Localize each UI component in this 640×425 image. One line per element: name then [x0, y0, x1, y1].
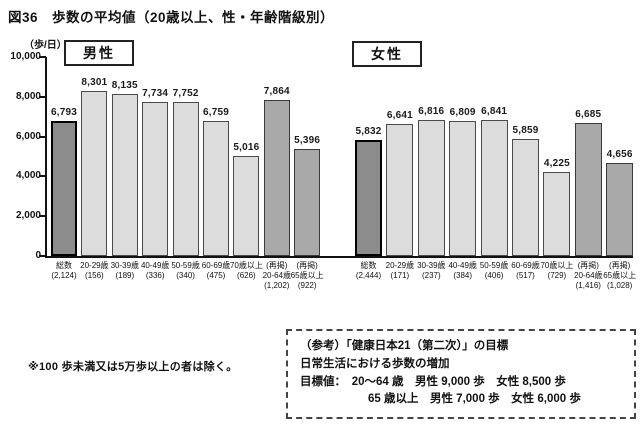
bar-female-4: [480, 120, 508, 256]
bar-category-label: 30-39歳 (189): [110, 261, 140, 280]
y-axis-tick: [39, 95, 46, 98]
bar-value-label: 7,864: [263, 86, 290, 97]
bar-female-2: [417, 120, 445, 256]
bar-value-label: 7,752: [172, 88, 199, 99]
exclusion-note: ※100 歩未満又は5万歩以上の者は除く。: [28, 361, 238, 373]
reference-line-4: 65 歳以上 男性 7,000 歩 女性 6,000 歩: [368, 393, 581, 406]
y-axis-tick-label: 10,000: [10, 51, 41, 62]
bar-value-label: 6,841: [481, 106, 508, 117]
bar-value-label: 4,225: [543, 158, 570, 169]
y-axis-tick: [39, 135, 46, 138]
bar-category-label: 総数 (2,444): [355, 261, 382, 280]
y-axis-tick: [39, 175, 46, 178]
bar-male-0: [51, 121, 77, 256]
bar-male-6: [233, 156, 260, 256]
y-axis-tick: [39, 255, 46, 257]
bar-female-1: [386, 124, 414, 256]
bar-value-label: 5,016: [233, 142, 260, 153]
reference-line-1: （参考）「健康日本21（第二次）」の目標: [300, 340, 509, 352]
bar-category-label: (再掲) 65歳以上 (922): [290, 261, 324, 290]
bar-category-label: 20-29歳 (156): [80, 261, 109, 280]
bar-value-label: 5,859: [512, 125, 539, 136]
male-group-label: 男性: [64, 40, 134, 66]
y-axis-tick-label: 4,000: [15, 170, 41, 182]
bar-male-5: [203, 121, 229, 256]
y-axis-tick-label: 0: [35, 250, 41, 261]
reference-target-box: （参考）「健康日本21（第二次）」の目標 日常生活における歩数の増加 目標値： …: [286, 329, 636, 419]
bar-category-label: (再掲) 65歳以上 (1,028): [603, 261, 637, 290]
bar-category-label: (再掲) 20-64歳 (1,416): [574, 261, 603, 290]
bar-category-label: 30-39歳 (237): [417, 261, 446, 280]
bar-category-label: 70歳以上 (626): [229, 261, 263, 280]
bar-value-label: 7,734: [142, 88, 169, 99]
bar-category-label: 50-59歳 (340): [171, 261, 200, 280]
bar-category-label: 40-49歳 (336): [140, 261, 170, 280]
bar-category-label: 70歳以上 (729): [540, 261, 574, 280]
y-axis-tick: [39, 56, 46, 58]
bar-value-label: 5,832: [355, 126, 382, 137]
bar-male-7: [263, 100, 290, 256]
bar-value-label: 6,793: [50, 107, 78, 118]
bar-female-7: [574, 123, 602, 256]
bar-value-label: 6,685: [575, 109, 602, 120]
bar-value-label: 6,816: [418, 106, 445, 117]
bar-male-1: [81, 91, 108, 256]
bar-female-6: [543, 172, 571, 256]
y-axis-unit-label: （歩/日）: [24, 40, 67, 51]
female-group-label: 女性: [352, 41, 422, 67]
bar-value-label: 6,809: [449, 107, 476, 118]
bar-category-label: 60-69歳 (475): [201, 261, 231, 280]
bar-value-label: 8,135: [111, 80, 138, 91]
bar-value-label: 6,641: [386, 110, 413, 121]
y-axis-tick-label: 8,000: [15, 90, 41, 102]
bar-value-label: 5,396: [294, 135, 321, 146]
reference-line-3: 目標値： 20～64 歳 男性 9,000 歩 女性 8,500 歩: [300, 375, 566, 388]
plot-area: 10,000 8,000 6,000 4,000 2,000 0 6,793 総数 (2,124…: [10, 51, 636, 290]
y-axis-tick-label: 6,000: [15, 130, 41, 142]
bar-female-0: [355, 140, 382, 256]
bar-female-8: [606, 163, 634, 256]
bar-category-label: 50-59歳 (406): [479, 261, 509, 280]
bar-category-label: 40-49歳 (384): [448, 261, 477, 280]
bar-female-5: [512, 139, 539, 256]
figure-title: 図36 歩数の平均値（20歳以上、性・年齢階級別）: [8, 10, 335, 25]
bar-male-3: [142, 102, 169, 256]
bar-category-label: 60-69歳 (517): [511, 261, 540, 280]
y-axis-tick: [39, 215, 46, 218]
bar-female-3: [449, 121, 477, 256]
bar-category-label: 20-29歳 (171): [385, 261, 415, 280]
y-axis-tick-label: 2,000: [15, 210, 41, 222]
bar-value-label: 8,301: [81, 77, 108, 88]
bar-male-2: [111, 94, 138, 256]
bar-male-4: [172, 102, 199, 256]
bar-male-8: [294, 149, 321, 256]
bar-category-label: (再掲) 20-64歳 (1,202): [262, 261, 292, 290]
bar-value-label: 6,759: [202, 107, 230, 118]
reference-line-2: 日常生活における歩数の増加: [300, 357, 450, 370]
bar-category-label: 総数 (2,124): [51, 261, 77, 280]
bar-value-label: 4,656: [606, 149, 633, 160]
